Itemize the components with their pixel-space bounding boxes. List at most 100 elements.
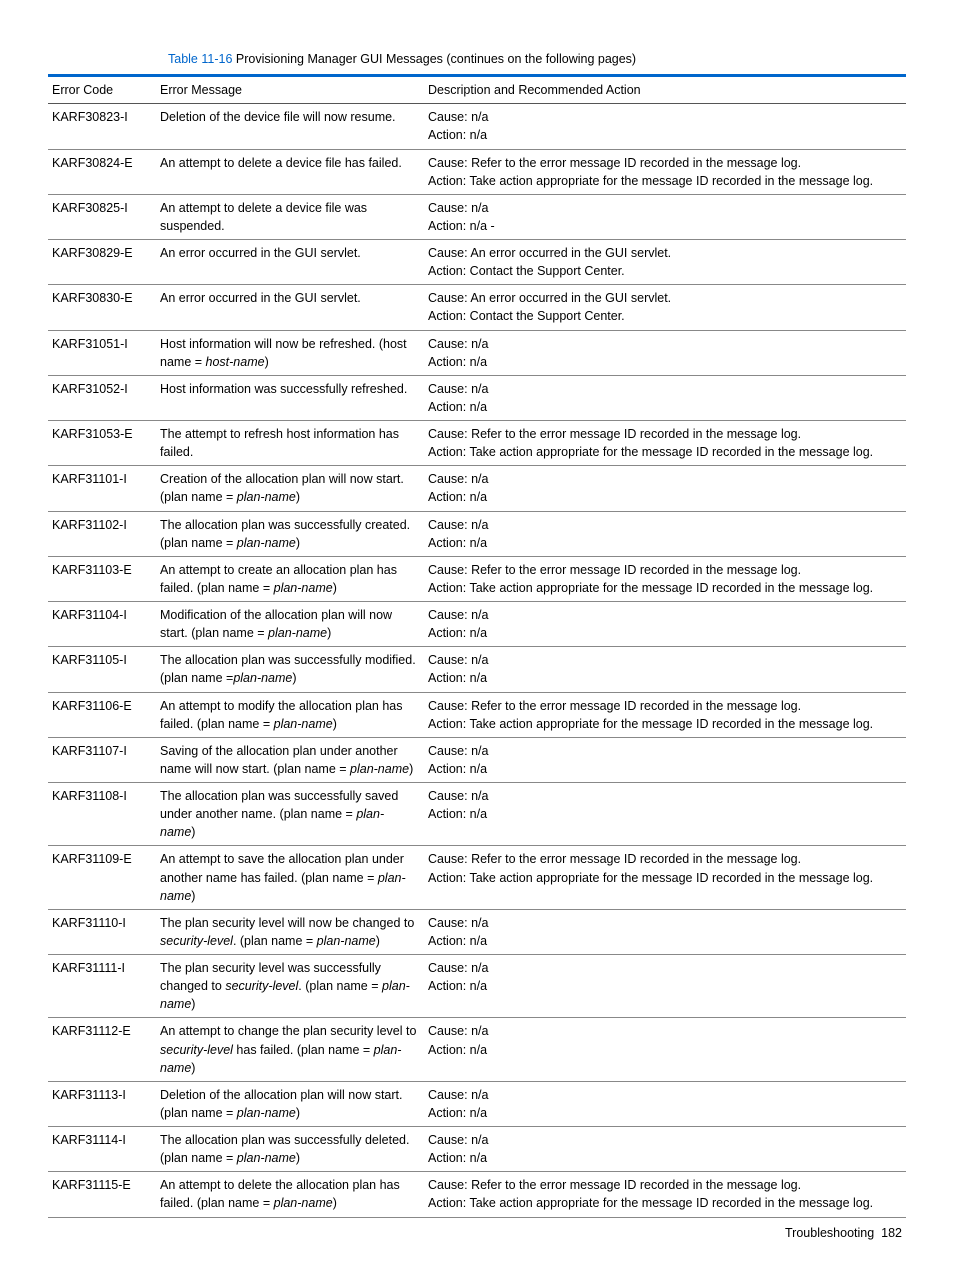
cell-error-message: The allocation plan was successfully sav… [156, 783, 424, 846]
table-row: KARF31051-IHost information will now be … [48, 330, 906, 375]
cell-description: Cause: n/aAction: n/a [424, 955, 906, 1018]
cell-error-code: KARF31109-E [48, 846, 156, 909]
cell-error-message: An attempt to delete a device file has f… [156, 149, 424, 194]
cell-error-message: Deletion of the allocation plan will now… [156, 1081, 424, 1126]
table-caption: Table 11-16 Provisioning Manager GUI Mes… [168, 50, 906, 68]
messages-table: Error Code Error Message Description and… [48, 74, 906, 1217]
cell-description: Cause: n/aAction: n/a - [424, 194, 906, 239]
cell-error-message: Creation of the allocation plan will now… [156, 466, 424, 511]
cell-error-code: KARF31113-I [48, 1081, 156, 1126]
table-row: KARF31052-IHost information was successf… [48, 375, 906, 420]
cell-error-code: KARF31052-I [48, 375, 156, 420]
cell-error-code: KARF31115-E [48, 1172, 156, 1217]
cell-description: Cause: n/aAction: n/a [424, 104, 906, 149]
table-row: KARF31112-EAn attempt to change the plan… [48, 1018, 906, 1081]
cell-description: Cause: n/aAction: n/a [424, 1018, 906, 1081]
cell-description: Cause: n/aAction: n/a [424, 909, 906, 954]
table-row: KARF31114-IThe allocation plan was succe… [48, 1127, 906, 1172]
table-row: KARF30823-IDeletion of the device file w… [48, 104, 906, 149]
cell-error-message: Host information will now be refreshed. … [156, 330, 424, 375]
table-row: KARF31107-ISaving of the allocation plan… [48, 737, 906, 782]
cell-error-code: KARF31102-I [48, 511, 156, 556]
cell-error-message: Modification of the allocation plan will… [156, 602, 424, 647]
table-row: KARF31104-IModification of the allocatio… [48, 602, 906, 647]
cell-description: Cause: n/aAction: n/a [424, 737, 906, 782]
footer-page: 182 [881, 1226, 902, 1240]
cell-error-message: An attempt to delete a device file was s… [156, 194, 424, 239]
cell-error-code: KARF30829-E [48, 240, 156, 285]
cell-description: Cause: n/aAction: n/a [424, 330, 906, 375]
table-row: KARF30830-EAn error occurred in the GUI … [48, 285, 906, 330]
table-row: KARF31106-EAn attempt to modify the allo… [48, 692, 906, 737]
cell-error-message: Deletion of the device file will now res… [156, 104, 424, 149]
cell-error-code: KARF30830-E [48, 285, 156, 330]
cell-description: Cause: n/aAction: n/a [424, 511, 906, 556]
cell-description: Cause: Refer to the error message ID rec… [424, 149, 906, 194]
cell-description: Cause: n/aAction: n/a [424, 647, 906, 692]
cell-error-code: KARF31110-I [48, 909, 156, 954]
table-row: KARF31108-IThe allocation plan was succe… [48, 783, 906, 846]
cell-error-message: The allocation plan was successfully cre… [156, 511, 424, 556]
table-row: KARF31110-IThe plan security level will … [48, 909, 906, 954]
cell-error-code: KARF30825-I [48, 194, 156, 239]
cell-error-message: An error occurred in the GUI servlet. [156, 240, 424, 285]
cell-description: Cause: An error occurred in the GUI serv… [424, 240, 906, 285]
cell-description: Cause: n/aAction: n/a [424, 602, 906, 647]
cell-description: Cause: n/aAction: n/a [424, 1081, 906, 1126]
footer-section: Troubleshooting [785, 1226, 874, 1240]
cell-error-message: An attempt to save the allocation plan u… [156, 846, 424, 909]
cell-error-message: Saving of the allocation plan under anot… [156, 737, 424, 782]
table-row: KARF31103-EAn attempt to create an alloc… [48, 556, 906, 601]
table-row: KARF31053-EThe attempt to refresh host i… [48, 421, 906, 466]
cell-error-code: KARF31108-I [48, 783, 156, 846]
cell-error-message: The allocation plan was successfully mod… [156, 647, 424, 692]
cell-error-code: KARF31105-I [48, 647, 156, 692]
cell-error-message: An error occurred in the GUI servlet. [156, 285, 424, 330]
cell-error-message: The allocation plan was successfully del… [156, 1127, 424, 1172]
cell-error-code: KARF31107-I [48, 737, 156, 782]
table-row: KARF31105-IThe allocation plan was succe… [48, 647, 906, 692]
table-row: KARF31109-EAn attempt to save the alloca… [48, 846, 906, 909]
cell-error-code: KARF30823-I [48, 104, 156, 149]
col-description: Description and Recommended Action [424, 76, 906, 104]
cell-description: Cause: n/aAction: n/a [424, 783, 906, 846]
cell-error-code: KARF31103-E [48, 556, 156, 601]
cell-error-message: The plan security level was successfully… [156, 955, 424, 1018]
cell-error-code: KARF31051-I [48, 330, 156, 375]
cell-error-code: KARF31114-I [48, 1127, 156, 1172]
table-row: KARF31113-IDeletion of the allocation pl… [48, 1081, 906, 1126]
table-row: KARF31115-EAn attempt to delete the allo… [48, 1172, 906, 1217]
table-row: KARF30829-EAn error occurred in the GUI … [48, 240, 906, 285]
cell-error-code: KARF31104-I [48, 602, 156, 647]
table-caption-label: Table 11-16 [168, 52, 232, 66]
cell-description: Cause: Refer to the error message ID rec… [424, 1172, 906, 1217]
cell-description: Cause: n/aAction: n/a [424, 466, 906, 511]
cell-error-message: An attempt to create an allocation plan … [156, 556, 424, 601]
page-footer: Troubleshooting 182 [48, 1224, 906, 1242]
cell-error-message: The plan security level will now be chan… [156, 909, 424, 954]
cell-description: Cause: An error occurred in the GUI serv… [424, 285, 906, 330]
cell-description: Cause: Refer to the error message ID rec… [424, 421, 906, 466]
cell-error-code: KARF31053-E [48, 421, 156, 466]
col-error-code: Error Code [48, 76, 156, 104]
cell-error-code: KARF31106-E [48, 692, 156, 737]
table-row: KARF31102-IThe allocation plan was succe… [48, 511, 906, 556]
table-caption-text: Provisioning Manager GUI Messages (conti… [232, 52, 636, 66]
cell-description: Cause: Refer to the error message ID rec… [424, 846, 906, 909]
table-header-row: Error Code Error Message Description and… [48, 76, 906, 104]
cell-description: Cause: n/aAction: n/a [424, 1127, 906, 1172]
cell-error-message: An attempt to change the plan security l… [156, 1018, 424, 1081]
col-error-message: Error Message [156, 76, 424, 104]
cell-description: Cause: n/aAction: n/a [424, 375, 906, 420]
cell-error-message: An attempt to delete the allocation plan… [156, 1172, 424, 1217]
cell-error-code: KARF30824-E [48, 149, 156, 194]
cell-error-code: KARF31111-I [48, 955, 156, 1018]
cell-error-code: KARF31112-E [48, 1018, 156, 1081]
cell-error-code: KARF31101-I [48, 466, 156, 511]
table-row: KARF31111-IThe plan security level was s… [48, 955, 906, 1018]
cell-error-message: The attempt to refresh host information … [156, 421, 424, 466]
cell-description: Cause: Refer to the error message ID rec… [424, 556, 906, 601]
cell-description: Cause: Refer to the error message ID rec… [424, 692, 906, 737]
table-row: KARF31101-ICreation of the allocation pl… [48, 466, 906, 511]
table-row: KARF30824-EAn attempt to delete a device… [48, 149, 906, 194]
